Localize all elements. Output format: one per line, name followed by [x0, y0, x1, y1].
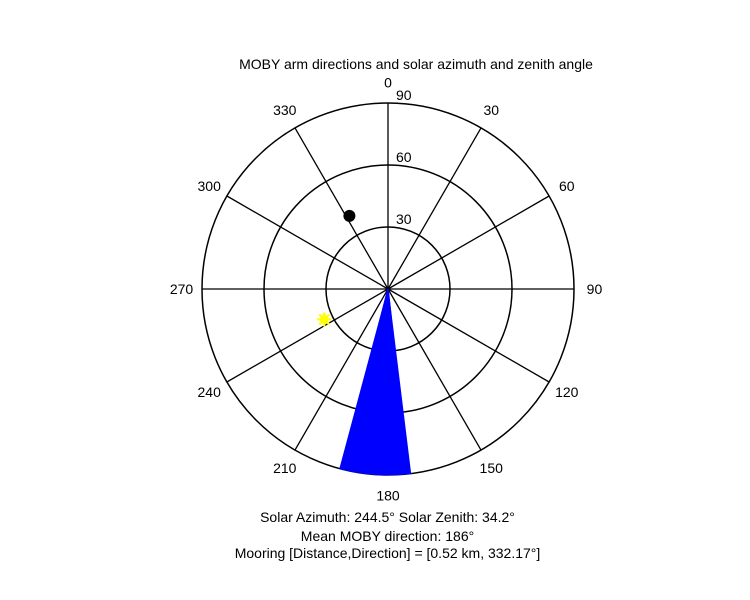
- angle-tick-label-90: 90: [587, 281, 603, 297]
- angle-tick-label-120: 120: [555, 384, 579, 400]
- angle-tick-label-180: 180: [376, 487, 400, 503]
- angle-tick-label-150: 150: [480, 460, 504, 476]
- radial-tick-label-90: 90: [396, 87, 412, 103]
- spoke-300: [226, 195, 389, 290]
- sun-center: [319, 314, 329, 324]
- radial-tick-label-60: 60: [396, 149, 412, 165]
- radial-tick-label-30: 30: [396, 211, 412, 227]
- angle-tick-label-60: 60: [559, 178, 575, 194]
- angle-tick-label-270: 270: [170, 281, 194, 297]
- angle-tick-label-300: 300: [198, 178, 222, 194]
- angle-tick-label-30: 30: [483, 102, 499, 118]
- mooring-caption: Mooring [Distance,Direction] = [0.52 km,…: [234, 545, 541, 561]
- spoke-330: [294, 127, 389, 290]
- moby-arm-wedge: [339, 288, 412, 476]
- spoke-120: [387, 288, 550, 383]
- chart-title: MOBY arm directions and solar azimuth an…: [239, 56, 593, 72]
- angle-tick-label-210: 210: [273, 460, 297, 476]
- spoke-60: [387, 195, 550, 290]
- angle-tick-label-330: 330: [273, 102, 297, 118]
- spoke-240: [226, 288, 389, 383]
- moby-arm-line-0: [387, 288, 409, 475]
- spoke-210: [294, 288, 389, 451]
- moby-arm-line-1: [387, 288, 396, 475]
- moby-arm-line-2: [354, 288, 389, 473]
- mean-direction-caption: Mean MOBY direction: 186°: [300, 528, 475, 544]
- spoke-150: [387, 288, 482, 451]
- spoke-30: [387, 127, 482, 290]
- angle-tick-label-0: 0: [384, 75, 392, 91]
- tick-labels: 0 30 60 90 120 150 180 210 240 270 300 330 30 60 90: [170, 75, 603, 504]
- sun-marker: [317, 312, 332, 327]
- angle-tick-label-240: 240: [198, 384, 222, 400]
- moby-arm-line-3: [342, 288, 389, 470]
- chart-marks: [317, 209, 412, 476]
- solar-caption: Solar Azimuth: 244.5° Solar Zenith: 34.2…: [260, 509, 515, 525]
- mooring-marker: [343, 209, 356, 222]
